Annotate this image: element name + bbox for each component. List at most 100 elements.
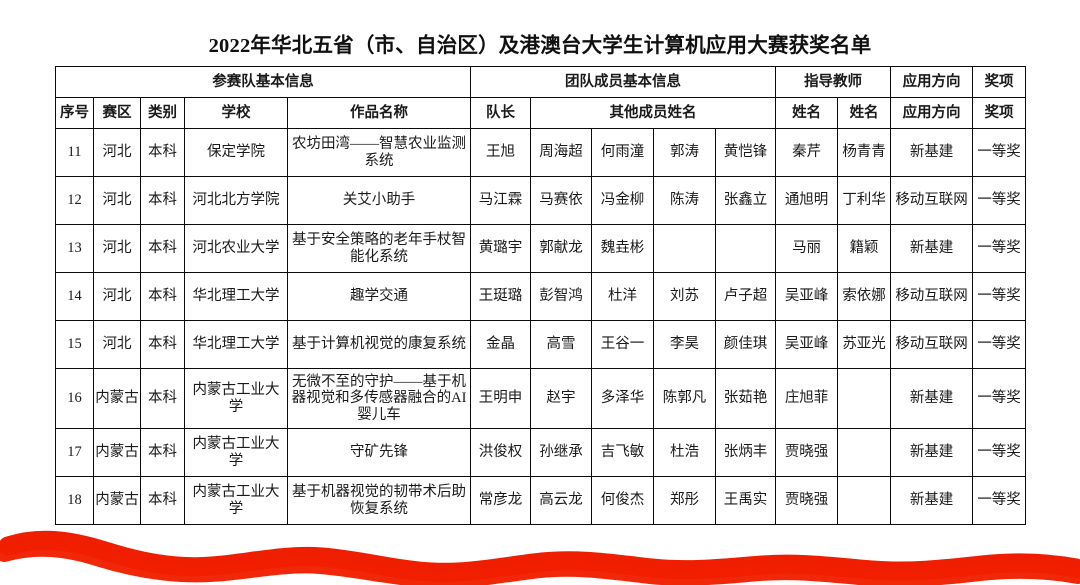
column-header-cell-8: 姓名	[837, 97, 892, 129]
row-seq: 16	[55, 368, 94, 429]
row-teacher-1: 秦芹	[775, 128, 839, 177]
row-member-2: 何俊杰	[591, 476, 655, 525]
group-header-cell-1: 团队成员基本信息	[470, 66, 777, 98]
row-member-3: 杜浩	[653, 428, 717, 477]
row-member-3: 郭涛	[653, 128, 717, 177]
row-seq: 14	[55, 272, 94, 321]
row-member-1: 郭献龙	[530, 224, 593, 273]
row-direction: 移动互联网	[890, 272, 974, 321]
row-leader: 金晶	[470, 320, 532, 369]
row-school: 保定学院	[184, 128, 288, 177]
row-member-1: 高云龙	[530, 476, 593, 525]
row-zone: 内蒙古	[93, 368, 141, 429]
row-school: 内蒙古工业大学	[184, 476, 288, 525]
row-teacher-2: 杨青青	[837, 128, 892, 177]
award-table: 参赛队基本信息 团队成员基本信息 指导教师 应用方向 奖项 序号 赛区 类别 学校 作品名称 队长…	[54, 66, 1027, 525]
row-work: 趣学交通	[286, 272, 472, 321]
row-member-1: 周海超	[530, 128, 593, 177]
table-row: 16 内蒙古 本科 内蒙古工业大学 无微不至的守护——基于机器视觉和多传感器融合的AI婴…	[55, 368, 1027, 429]
row-teacher-1: 贾晓强	[775, 476, 839, 525]
group-header-cell-2: 指导教师	[775, 66, 892, 98]
row-member-1: 赵宇	[530, 368, 593, 429]
column-header-cell-6: 其他成员姓名	[530, 97, 777, 129]
column-header-cell-3: 学校	[184, 97, 288, 129]
row-member-3: 陈涛	[653, 176, 717, 225]
table-row: 15 河北 本科 华北理工大学 基于计算机视觉的康复系统 金晶 高雪 王谷一 李昊 颜佳琪 吴亚峰苏…	[55, 320, 1027, 369]
row-school: 内蒙古工业大学	[184, 368, 288, 429]
column-header-cell-10: 奖项	[972, 97, 1027, 129]
row-teacher-2	[837, 476, 892, 525]
row-zone: 河北	[93, 320, 141, 369]
award-table-container: 参赛队基本信息 团队成员基本信息 指导教师 应用方向 奖项 序号 赛区 类别 学校 作品名称 队长…	[54, 66, 1027, 525]
row-leader: 洪俊权	[470, 428, 532, 477]
column-header-row: 序号 赛区 类别 学校 作品名称 队长 其他成员姓名 姓名 姓名 应用方向 奖项	[55, 97, 1027, 129]
row-member-3: 陈郭凡	[653, 368, 717, 429]
row-award: 一等奖	[972, 272, 1027, 321]
row-work: 守矿先锋	[286, 428, 472, 477]
row-member-4: 张炳丰	[715, 428, 777, 477]
row-seq: 12	[55, 176, 94, 225]
row-award: 一等奖	[972, 368, 1027, 429]
row-teacher-1: 马丽	[775, 224, 839, 273]
row-member-1: 孙继承	[530, 428, 593, 477]
row-zone: 内蒙古	[93, 428, 141, 477]
row-direction: 移动互联网	[890, 320, 974, 369]
row-teacher-2	[837, 428, 892, 477]
row-award: 一等奖	[972, 320, 1027, 369]
row-award: 一等奖	[972, 128, 1027, 177]
row-leader: 马江霖	[470, 176, 532, 225]
row-leader: 王珽璐	[470, 272, 532, 321]
row-zone: 河北	[93, 272, 141, 321]
row-seq: 15	[55, 320, 94, 369]
row-member-2: 魏垚彬	[591, 224, 655, 273]
row-teacher-1: 通旭明	[775, 176, 839, 225]
table-body: 11 河北 本科 保定学院 农坊田湾——智慧农业监测系统 王旭 周海超 何雨潼 郭涛 黄恺锋 秦芹杨…	[55, 128, 1027, 525]
row-direction: 新基建	[890, 476, 974, 525]
row-member-2: 吉飞敏	[591, 428, 655, 477]
table-row: 11 河北 本科 保定学院 农坊田湾——智慧农业监测系统 王旭 周海超 何雨潼 郭涛 黄恺锋 秦芹杨…	[55, 128, 1027, 177]
red-highlight-annotation	[0, 530, 1080, 585]
row-category: 本科	[140, 428, 185, 477]
row-work: 无微不至的守护——基于机器视觉和多传感器融合的AI婴儿车	[286, 368, 472, 429]
row-member-4: 卢子超	[715, 272, 777, 321]
column-header-cell-2: 类别	[140, 97, 185, 129]
row-school: 河北农业大学	[184, 224, 288, 273]
row-direction: 移动互联网	[890, 176, 974, 225]
column-header-cell-7: 姓名	[775, 97, 839, 129]
row-seq: 18	[55, 476, 94, 525]
row-work: 关艾小助手	[286, 176, 472, 225]
table-row: 12 河北 本科 河北北方学院 关艾小助手 马江霖 马赛依 冯金柳 陈涛 张鑫立 通旭明 丁利华 移动互…	[55, 176, 1027, 225]
row-member-4: 王禹实	[715, 476, 777, 525]
row-member-1: 马赛依	[530, 176, 593, 225]
row-member-1: 彭智鸿	[530, 272, 593, 321]
row-member-3: 刘苏	[653, 272, 717, 321]
row-member-2: 王谷一	[591, 320, 655, 369]
column-header-cell-4: 作品名称	[286, 97, 472, 129]
column-header-cell-0: 序号	[55, 97, 94, 129]
row-seq: 13	[55, 224, 94, 273]
row-leader: 黄璐宇	[470, 224, 532, 273]
row-seq: 17	[55, 428, 94, 477]
row-award: 一等奖	[972, 428, 1027, 477]
row-teacher-1: 庄旭菲	[775, 368, 839, 429]
row-zone: 内蒙古	[93, 476, 141, 525]
row-work: 基于计算机视觉的康复系统	[286, 320, 472, 369]
row-member-4: 黄恺锋	[715, 128, 777, 177]
row-category: 本科	[140, 176, 185, 225]
row-member-2: 多泽华	[591, 368, 655, 429]
table-row: 13 河北 本科 河北农业大学 基于安全策略的老年手杖智能化系统 黄璐宇 郭献龙 魏垚彬 马丽籍…	[55, 224, 1027, 273]
row-member-4	[715, 224, 777, 273]
row-teacher-1: 贾晓强	[775, 428, 839, 477]
page-title: 2022年华北五省（市、自治区）及港澳台大学生计算机应用大赛获奖名单	[208, 35, 872, 57]
row-school: 华北理工大学	[184, 272, 288, 321]
row-member-3: 李昊	[653, 320, 717, 369]
row-leader: 常彦龙	[470, 476, 532, 525]
row-category: 本科	[140, 320, 185, 369]
row-member-2: 杜洋	[591, 272, 655, 321]
group-header-cell-3: 应用方向	[890, 66, 974, 98]
row-award: 一等奖	[972, 224, 1027, 273]
row-zone: 河北	[93, 128, 141, 177]
group-header-row: 参赛队基本信息 团队成员基本信息 指导教师 应用方向 奖项	[54, 66, 1027, 98]
row-member-3: 郑彤	[653, 476, 717, 525]
